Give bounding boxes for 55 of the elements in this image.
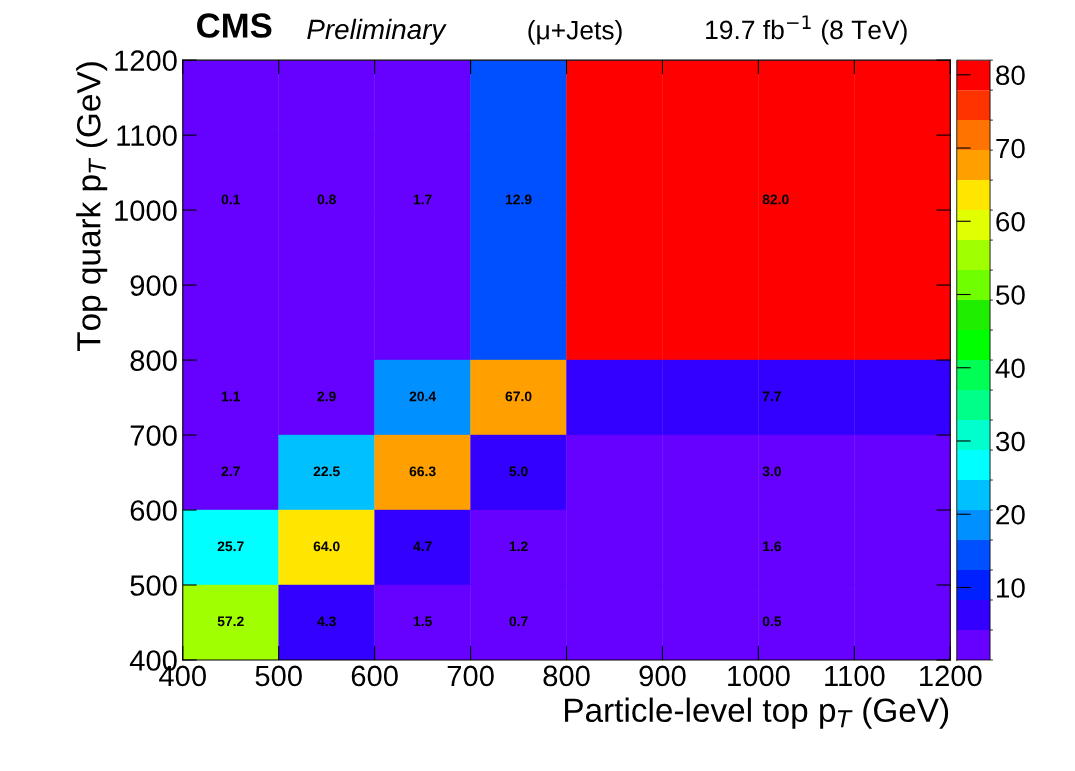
data-label: 0.8 <box>317 194 336 205</box>
chart-subtitle: Preliminary <box>307 18 447 45</box>
data-label: 64.0 <box>313 541 340 552</box>
y-tick-label: 900 <box>130 275 177 296</box>
data-label: 0.7 <box>509 616 528 627</box>
data-label: 3.0 <box>762 466 781 477</box>
y-tick-label: 1000 <box>115 200 177 221</box>
data-label: 1.7 <box>413 194 432 205</box>
x-tick-label: 900 <box>639 665 686 687</box>
y-tick-label: 700 <box>130 425 177 446</box>
x-tick-label: 1100 <box>825 665 885 687</box>
data-label: 2.7 <box>221 466 240 477</box>
data-label: 1.2 <box>509 541 528 552</box>
data-label: 4.3 <box>317 616 336 627</box>
x-tick-label: 800 <box>543 665 590 687</box>
data-label: 1.1 <box>221 391 240 402</box>
data-label: 12.9 <box>505 194 532 205</box>
data-label: 1.5 <box>413 616 432 627</box>
data-label: 67.0 <box>505 391 532 402</box>
y-tick-label: 1200 <box>115 50 177 71</box>
data-label: 5.0 <box>509 466 528 477</box>
x-tick-label: 600 <box>351 665 398 687</box>
color-bar-label: 50 <box>996 285 1025 305</box>
data-label: 82.0 <box>762 194 789 205</box>
x-axis-title: Particle-level top p$_{T}$ (GeV) <box>565 697 949 729</box>
color-bar-label: 40 <box>995 358 1025 379</box>
data-label: 2.9 <box>317 391 336 402</box>
color-bar-label: 30 <box>996 431 1025 452</box>
color-bar-label: 70 <box>996 138 1025 159</box>
y-axis-title: Top quark p$_{T}$ (GeV) <box>76 62 108 352</box>
data-label: 0.5 <box>762 616 782 627</box>
data-label: 20.4 <box>409 391 437 402</box>
data-label: 57.2 <box>217 616 244 627</box>
text: (μ+Jets) <box>528 20 622 45</box>
chart-title: CMS <box>197 13 272 38</box>
y-tick-label: 500 <box>130 575 177 596</box>
y-tick-label: 800 <box>130 350 177 371</box>
data-label: 22.5 <box>313 466 340 477</box>
x-tick-label: 1200 <box>920 665 982 687</box>
x-tick-label: 500 <box>255 665 302 687</box>
x-tick-label: 700 <box>447 665 494 687</box>
data-label: 1.6 <box>763 541 782 552</box>
data-label: 7.7 <box>762 391 781 402</box>
text: 19.7 fb$^{−1}$ (8 TeV) <box>706 15 907 45</box>
data-label: 0.1 <box>221 194 240 205</box>
color-bar-label: 80 <box>996 65 1025 86</box>
y-tick-label: 600 <box>130 500 177 521</box>
color-bar-label: 60 <box>996 211 1025 232</box>
x-tick-label: 1000 <box>728 665 790 687</box>
color-bar-label: 20 <box>996 504 1025 525</box>
data-label: 4.7 <box>413 541 432 552</box>
y-tick-label: 1100 <box>117 125 177 146</box>
color-bar-label: 10 <box>997 578 1025 598</box>
data-label: 66.3 <box>409 466 436 477</box>
data-label: 25.7 <box>217 541 244 552</box>
